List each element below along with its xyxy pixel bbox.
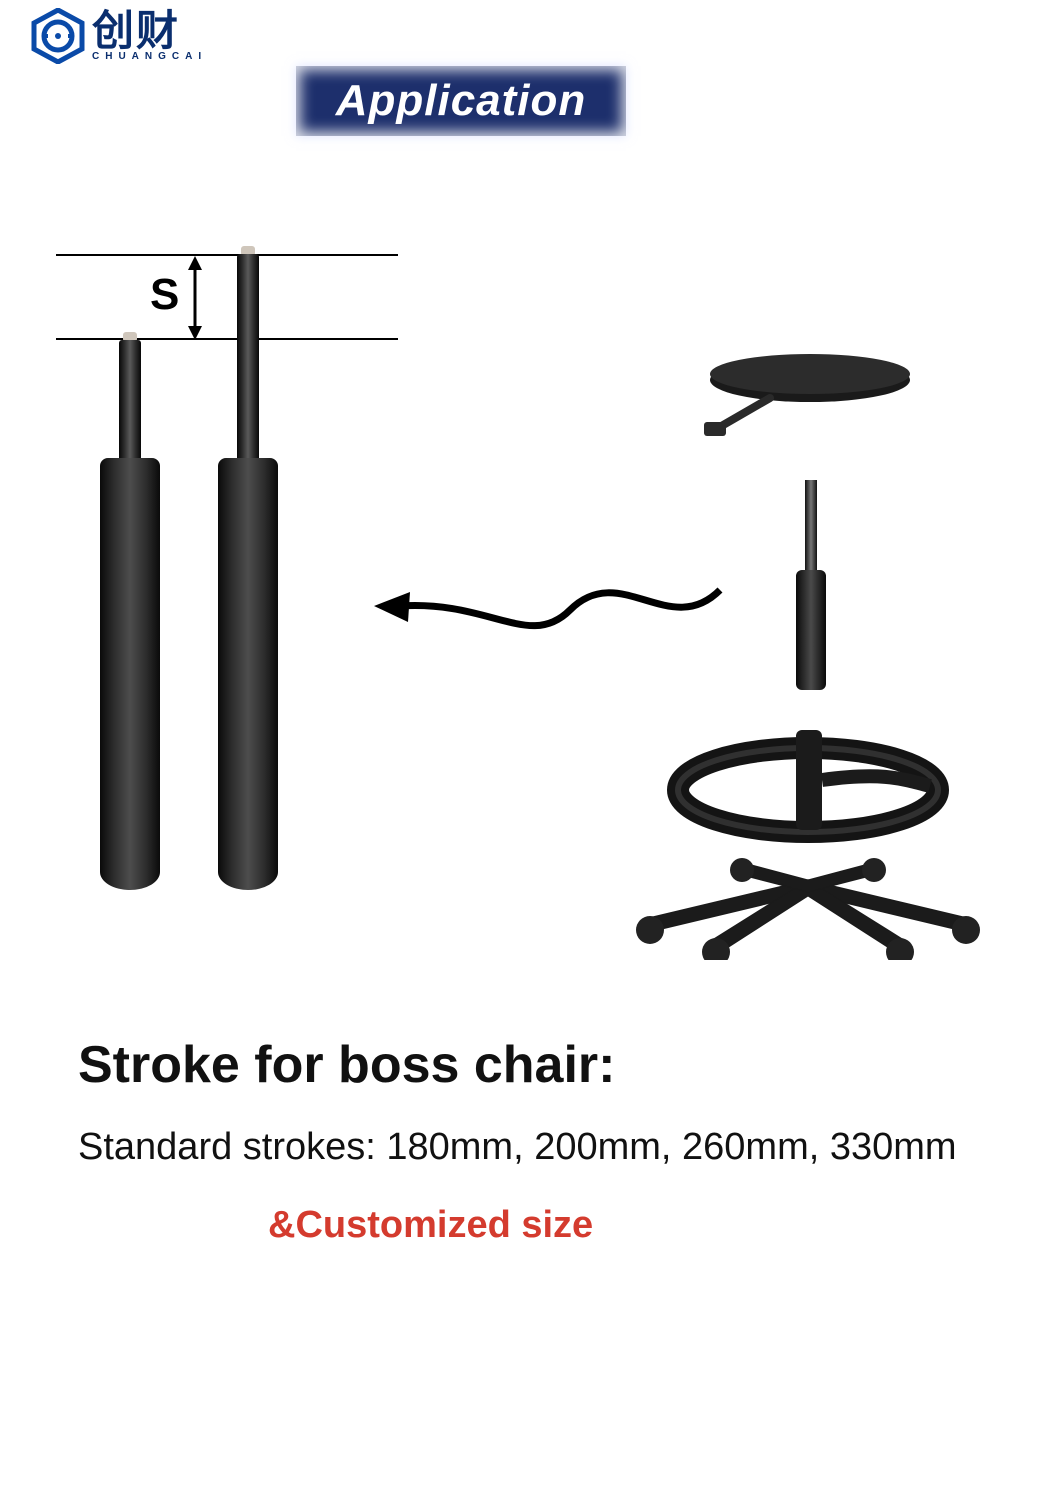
gas-cylinder-short	[100, 332, 160, 890]
cylinder-body	[218, 458, 278, 890]
logo-text-en: CHUANGCAI	[92, 52, 207, 62]
cylinder-rod	[119, 340, 141, 458]
stroke-dimension-arrow-icon	[180, 256, 210, 340]
section-title-badge: Application	[296, 66, 626, 136]
stroke-heading: Stroke for boss chair:	[78, 1035, 615, 1095]
cylinder-body	[100, 458, 160, 890]
brand-logo: 创财 CHUANGCAI	[30, 8, 207, 64]
section-title-text: Application	[336, 76, 587, 126]
logo-text-cn: 创财	[92, 10, 207, 52]
cylinder-rod	[237, 254, 259, 458]
logo-hex-icon	[30, 8, 86, 64]
customized-size-note: &Customized size	[268, 1204, 593, 1247]
stool-exploded-view	[600, 350, 1000, 960]
stroke-label-s: S	[150, 270, 179, 320]
gas-cylinder-extended	[218, 246, 278, 890]
stroke-values: Standard strokes: 180mm, 200mm, 260mm, 3…	[78, 1126, 957, 1169]
